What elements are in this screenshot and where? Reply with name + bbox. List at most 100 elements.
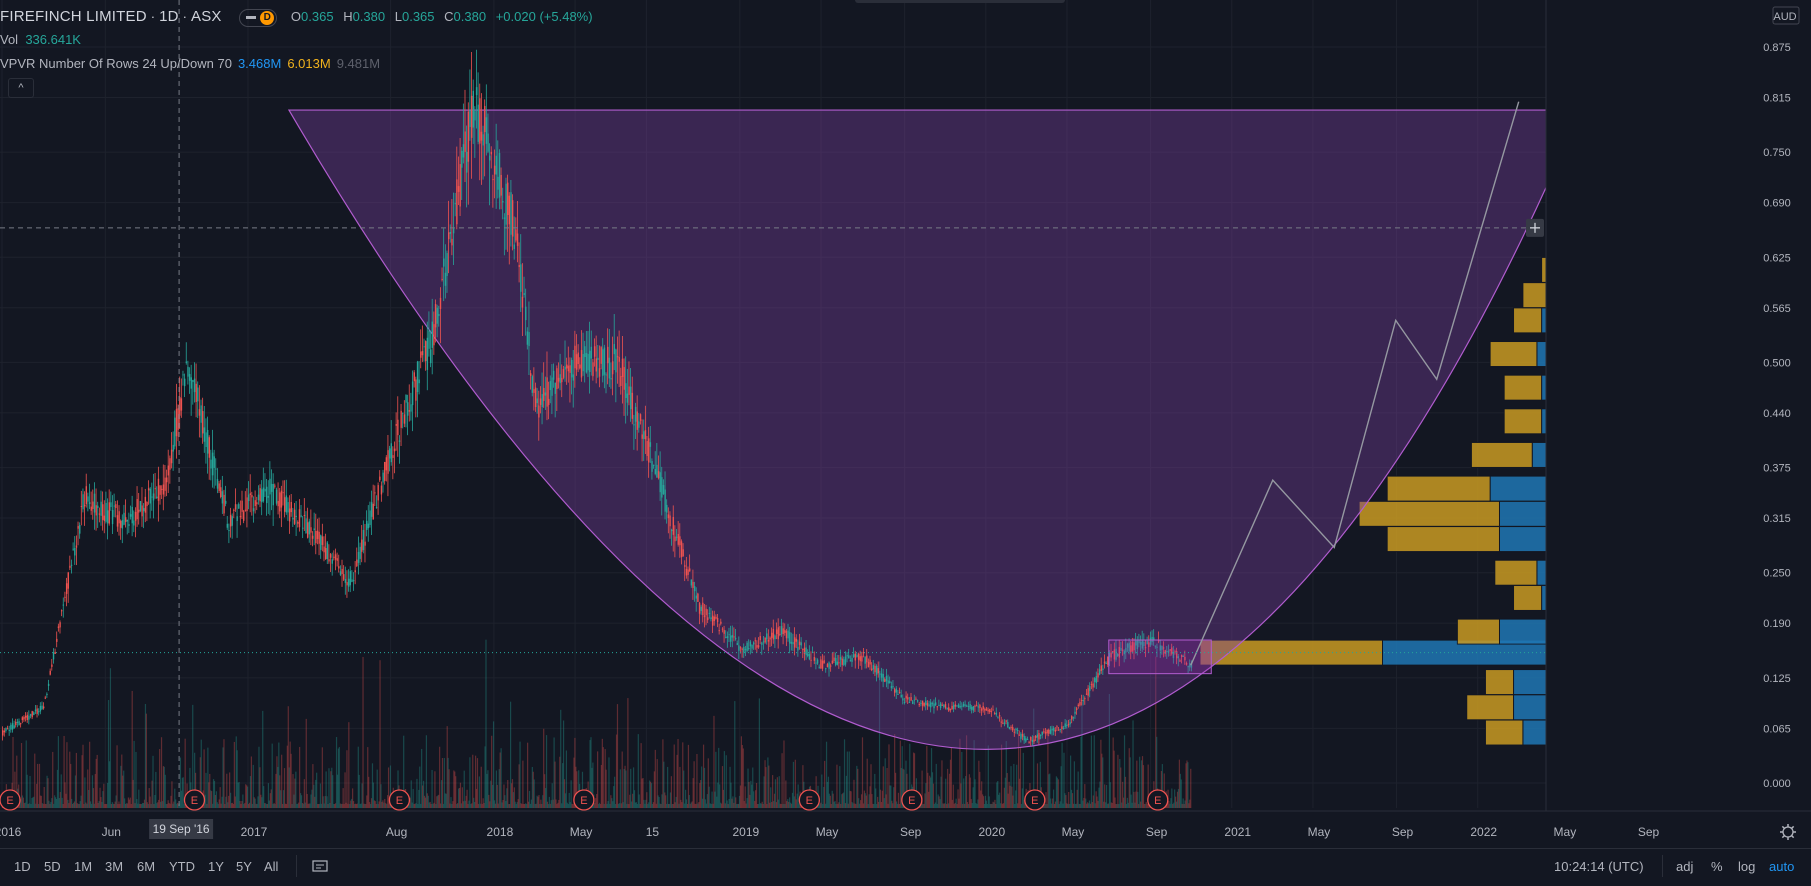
vpvr-label: VPVR Number Of Rows 24 Up/Down 70 xyxy=(0,56,232,71)
candle-body xyxy=(438,313,440,317)
tf-1y[interactable]: 1Y xyxy=(208,859,224,874)
volume-bar xyxy=(468,800,470,808)
volume-bar xyxy=(885,794,887,808)
volume-bar xyxy=(55,798,58,808)
volume-bar xyxy=(295,771,297,808)
volume-bar xyxy=(74,775,77,808)
visibility-badge[interactable]: D xyxy=(239,8,278,27)
volume-bar xyxy=(1057,779,1059,808)
y-tick-label: 0.125 xyxy=(1763,673,1791,685)
candle-body xyxy=(766,633,768,640)
volume-bar xyxy=(612,801,614,808)
volume-bar xyxy=(171,781,173,808)
earnings-marker-label: E xyxy=(191,795,198,807)
candle-body xyxy=(529,373,532,376)
tf-5d[interactable]: 5D xyxy=(44,859,61,874)
candle-body xyxy=(869,659,871,665)
volume-bar xyxy=(427,795,429,808)
volume-bar xyxy=(255,803,257,808)
candle-body xyxy=(893,689,896,693)
interval[interactable]: 1D xyxy=(159,8,179,25)
candle-body xyxy=(249,493,251,495)
volume-bar xyxy=(947,803,950,808)
volume-bar xyxy=(424,797,427,808)
volume-bar xyxy=(850,791,852,808)
volume-bar xyxy=(60,774,62,808)
volume-bar xyxy=(829,795,831,808)
tf-6m[interactable]: 6M xyxy=(137,859,156,874)
volume-bar xyxy=(44,803,46,808)
volume-legend[interactable]: Vol 336.641K xyxy=(0,32,81,47)
candle-body xyxy=(534,387,537,408)
volume-bar xyxy=(251,803,253,808)
percent-toggle[interactable]: % xyxy=(1711,859,1723,874)
candle-body xyxy=(702,602,704,616)
volume-bar xyxy=(864,793,866,808)
candle-body xyxy=(533,389,535,393)
candle-body xyxy=(100,501,102,516)
candle-body xyxy=(464,131,466,152)
candle-body xyxy=(953,705,955,709)
vpvr-legend[interactable]: VPVR Number Of Rows 24 Up/Down 70 3.468M 6… xyxy=(0,56,380,71)
volume-bar xyxy=(844,803,847,808)
volume-bar xyxy=(769,802,771,808)
volume-bar xyxy=(87,769,89,808)
volume-bar xyxy=(107,700,110,808)
volume-bar xyxy=(380,784,382,808)
clock[interactable]: 10:24:14 (UTC) xyxy=(1554,859,1644,874)
candle-body xyxy=(516,233,519,246)
collapse-legend-button[interactable]: ^ xyxy=(8,78,34,98)
log-toggle[interactable]: log xyxy=(1738,859,1756,874)
candle-body xyxy=(775,629,778,635)
volume-bar xyxy=(65,793,67,808)
tf-5y[interactable]: 5Y xyxy=(236,859,252,874)
volume-bar xyxy=(229,772,231,808)
volume-bar xyxy=(841,794,843,808)
volume-bar xyxy=(1082,800,1084,808)
volume-bar xyxy=(868,794,870,808)
eye-toggle-icon[interactable] xyxy=(246,16,257,20)
volume-bar xyxy=(429,801,431,808)
candle-body xyxy=(1169,649,1171,651)
candle-body xyxy=(912,701,914,704)
add-alert-plus-icon[interactable] xyxy=(1526,218,1544,237)
volume-bar xyxy=(648,802,650,808)
adj-toggle[interactable]: adj xyxy=(1676,859,1694,874)
volume-bar xyxy=(647,803,649,808)
volume-bar xyxy=(1108,693,1110,808)
candle-body xyxy=(928,704,930,706)
auto-toggle[interactable]: auto xyxy=(1769,859,1795,874)
candle-body xyxy=(856,655,858,657)
candle-body xyxy=(254,500,256,507)
volume-bar xyxy=(343,803,345,808)
date-range-icon[interactable] xyxy=(312,859,328,873)
volume-bar xyxy=(701,766,703,808)
tf-all[interactable]: All xyxy=(264,859,279,874)
volume-bar xyxy=(276,756,278,808)
volume-bar xyxy=(264,803,267,808)
volume-bar xyxy=(726,800,728,808)
symbol-name[interactable]: FIREFINCH LIMITED xyxy=(0,8,147,25)
candle-body xyxy=(1071,716,1073,720)
candle-body xyxy=(552,370,555,380)
candle-body xyxy=(447,232,450,240)
volume-bar xyxy=(629,794,631,808)
volume-bar xyxy=(81,755,83,808)
volume-bar xyxy=(279,775,281,808)
volume-bar xyxy=(507,780,509,808)
tf-3m[interactable]: 3M xyxy=(105,859,124,874)
candle-body xyxy=(313,528,315,530)
candle-body xyxy=(224,500,227,504)
volume-bar xyxy=(537,796,539,808)
tf-1m[interactable]: 1M xyxy=(74,859,93,874)
volume-bar xyxy=(762,803,764,808)
candle-body xyxy=(690,579,693,586)
tf-1d[interactable]: 1D xyxy=(14,859,31,874)
candle-body xyxy=(803,647,806,654)
volume-bar xyxy=(1005,741,1007,808)
volume-bar xyxy=(744,786,746,808)
settings-gear-icon[interactable] xyxy=(1780,824,1796,840)
volume-bar xyxy=(894,734,896,808)
tf-ytd[interactable]: YTD xyxy=(169,859,195,874)
